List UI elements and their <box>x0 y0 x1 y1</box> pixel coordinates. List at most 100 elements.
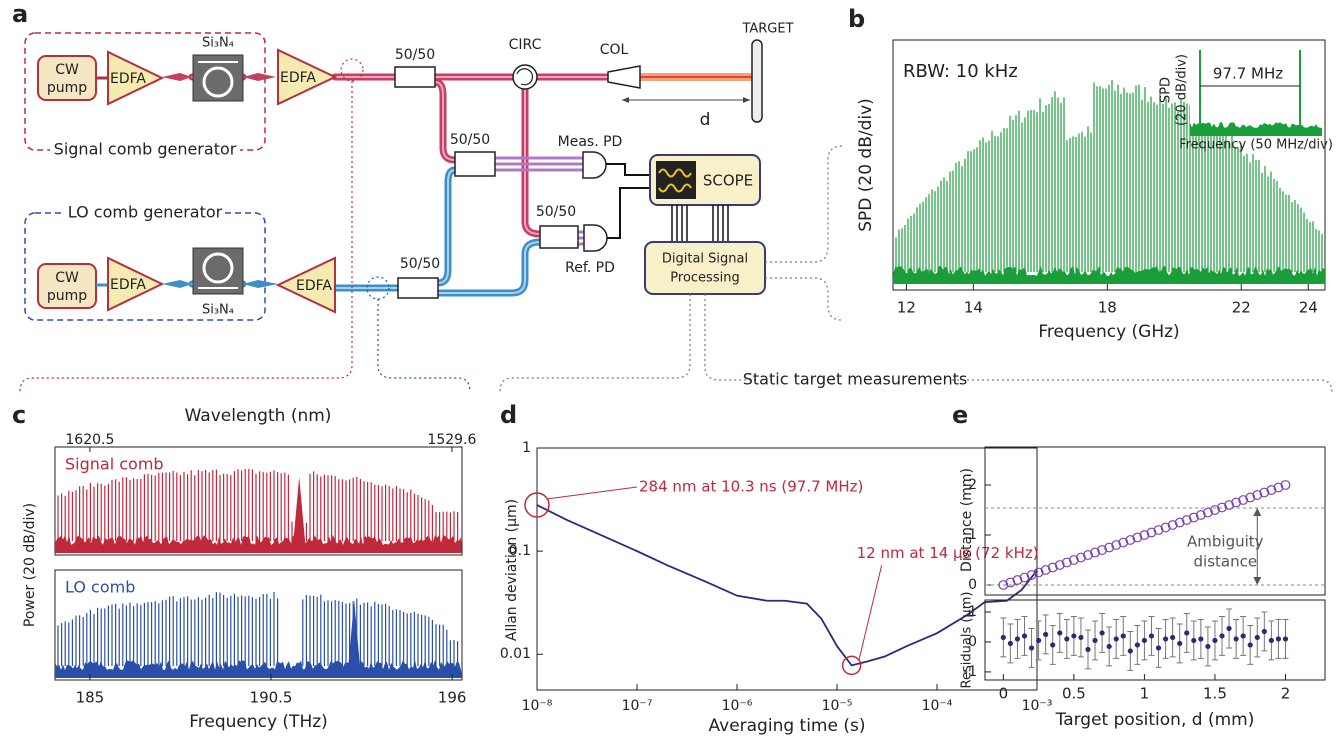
connector <box>704 294 1333 393</box>
pd-label: Ref. PD <box>565 260 615 276</box>
data-point <box>998 580 1009 590</box>
inset-axis-title: Frequency (50 MHz/div) <box>1179 138 1333 153</box>
connector <box>19 81 353 393</box>
x-tick-label: 0.5 <box>1062 685 1086 703</box>
amplifier <box>277 48 338 106</box>
panel-label: d <box>500 401 517 429</box>
amplifier-label: EDFA <box>280 70 316 86</box>
data-point <box>1259 487 1270 498</box>
collimator <box>607 65 641 89</box>
data-point <box>1071 633 1077 639</box>
y-tick-label: 1 <box>968 527 977 543</box>
data-point <box>1099 630 1105 636</box>
x-tick-label: 2 <box>1281 685 1291 703</box>
plot-frame <box>54 569 463 681</box>
pump-label: CW <box>55 270 79 286</box>
plot-frame <box>984 446 1326 596</box>
y-tick-label: 0 <box>968 634 977 650</box>
data-point <box>1021 633 1028 639</box>
panel-label: b <box>848 5 865 33</box>
data-point <box>1054 560 1065 570</box>
data-point <box>1057 630 1063 636</box>
lens <box>162 280 192 288</box>
x-tick-label: 196 <box>438 689 467 707</box>
data-point <box>1118 537 1129 548</box>
y-tick-label: 1 <box>968 604 977 620</box>
data-point <box>1132 532 1143 543</box>
x-tick-label: 10⁻⁶ <box>722 698 753 714</box>
data-point <box>1139 530 1150 540</box>
plot-frame <box>54 446 463 556</box>
data-line <box>536 504 1038 667</box>
cable <box>606 163 650 239</box>
x-tick-label: 0 <box>999 685 1009 703</box>
coupler <box>394 66 436 88</box>
label-bg <box>50 140 240 160</box>
pump-label: pump <box>47 288 87 304</box>
y-tick-label: 1 <box>522 440 531 456</box>
axis-title: SPD (20 dB/div) <box>856 98 876 232</box>
distance-label: d <box>700 110 711 130</box>
data-point <box>1231 497 1242 508</box>
pump-peak <box>348 600 361 668</box>
data-point <box>1014 636 1021 642</box>
coupler-label: 50/50 <box>450 132 490 148</box>
annotation-circle <box>524 492 550 518</box>
cable <box>671 205 729 242</box>
y-tick-label: 0 <box>968 577 977 593</box>
scope-screen <box>656 161 696 199</box>
axis-title: SPD <box>1159 77 1174 103</box>
inset-annotation: 97.7 MHz <box>1213 65 1283 83</box>
y-tick-label: 0.1 <box>509 543 531 559</box>
data-point <box>1092 637 1098 644</box>
lo-fiber-core <box>191 169 541 294</box>
data-point <box>1078 634 1084 641</box>
data-point <box>1120 633 1126 639</box>
label-bg <box>65 203 225 223</box>
data-point <box>1268 637 1274 644</box>
data-point <box>1181 515 1192 525</box>
data-point <box>1146 527 1157 538</box>
x-tick-label: 190.5 <box>250 689 293 707</box>
data-point <box>1203 507 1213 518</box>
data-point <box>1177 640 1183 647</box>
x-tick-label: 10⁻³ <box>1022 698 1053 714</box>
plot-frame <box>892 39 1326 291</box>
amplifier-label: EDFA <box>110 71 146 87</box>
lens <box>243 280 278 288</box>
pump-label: pump <box>47 80 87 96</box>
data-point <box>1040 565 1051 575</box>
data-point <box>1198 636 1204 642</box>
x-tick-label: 10⁻⁷ <box>622 698 653 714</box>
data-point <box>1191 637 1197 644</box>
data-point <box>1076 552 1086 563</box>
data-point <box>1170 634 1176 641</box>
axis-title: Frequency (GHz) <box>1038 322 1179 342</box>
data-point <box>1282 636 1289 642</box>
dsp-label: Digital Signal <box>662 252 748 267</box>
data-point <box>1068 555 1079 565</box>
x-tick-label: 24 <box>1299 299 1318 317</box>
inset-floor <box>1190 122 1322 136</box>
pump-peak <box>293 477 306 543</box>
data-point <box>1043 631 1049 638</box>
data-point <box>1275 636 1282 642</box>
data-point <box>1167 520 1178 530</box>
data-point <box>1160 522 1171 533</box>
amplifier-label: EDFA <box>296 278 332 294</box>
legend-label: LO comb <box>65 578 135 597</box>
data-point <box>1061 557 1072 568</box>
x-tick-label: 12 <box>897 299 916 317</box>
connector <box>377 299 471 393</box>
noise-floor <box>55 535 462 553</box>
data-point <box>1148 633 1155 639</box>
data-point <box>1233 636 1239 642</box>
coupler-label: 50/50 <box>395 47 435 63</box>
amplifier <box>107 256 165 312</box>
diagram: a Signal comb generator LO comb generato… <box>12 0 1333 393</box>
data-point <box>1104 542 1115 553</box>
data-point <box>1019 572 1030 583</box>
y-tick-label: 0.01 <box>500 646 531 662</box>
data-point <box>1184 630 1190 636</box>
